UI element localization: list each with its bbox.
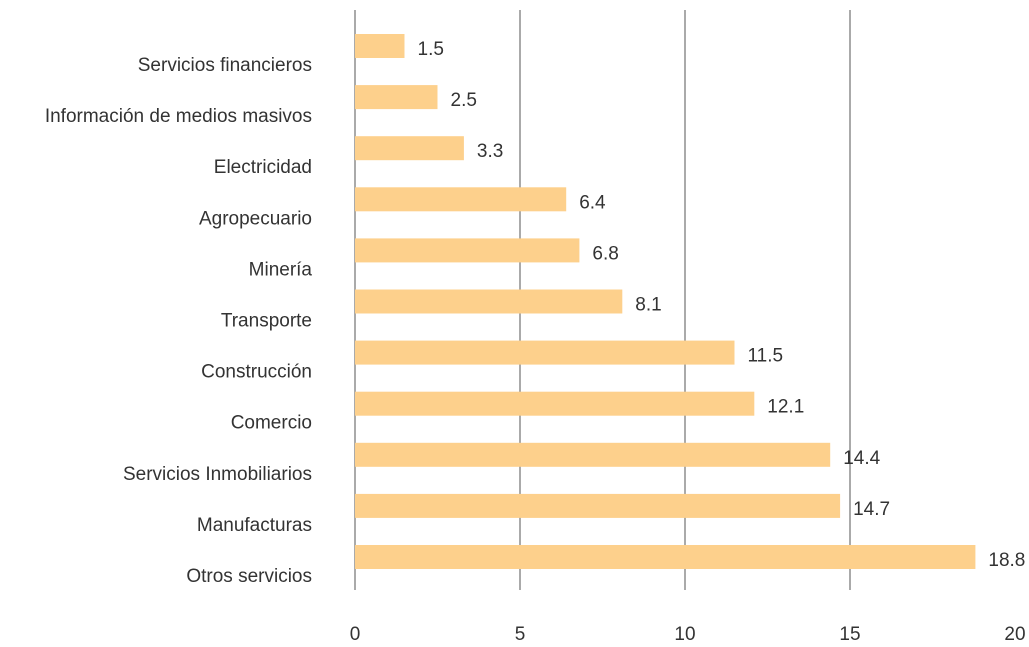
value-label: 1.5 bbox=[418, 39, 444, 60]
bar bbox=[355, 340, 735, 365]
y-tick-label: Servicios financieros bbox=[138, 55, 312, 76]
y-tick-label: Otros servicios bbox=[186, 566, 312, 587]
value-label: 3.3 bbox=[477, 141, 503, 162]
bar bbox=[355, 289, 623, 314]
bar bbox=[355, 34, 405, 58]
value-label: 6.8 bbox=[592, 243, 618, 264]
y-tick-label: Manufacturas bbox=[197, 515, 312, 536]
value-label: 11.5 bbox=[748, 346, 784, 367]
y-tick-label: Electricidad bbox=[214, 157, 312, 178]
x-tick-label: 20 bbox=[1004, 624, 1025, 645]
x-tick-label: 15 bbox=[839, 624, 860, 645]
y-tick-label: Servicios Inmobiliarios bbox=[123, 464, 312, 485]
value-label: 8.1 bbox=[635, 295, 661, 316]
x-tick-label: 0 bbox=[350, 624, 361, 645]
y-tick-label: Comercio bbox=[231, 413, 312, 434]
y-tick-label: Transporte bbox=[221, 311, 312, 332]
value-label: 14.4 bbox=[843, 448, 880, 469]
x-tick-label: 10 bbox=[674, 624, 695, 645]
value-label: 14.7 bbox=[853, 499, 890, 520]
y-tick-label: Agropecuario bbox=[199, 208, 312, 229]
x-tick-label: 5 bbox=[515, 624, 526, 645]
bar bbox=[355, 136, 464, 161]
bar bbox=[355, 545, 976, 569]
bar bbox=[355, 187, 567, 212]
y-tick-label: Minería bbox=[249, 259, 313, 280]
bar bbox=[355, 85, 438, 110]
bar bbox=[355, 391, 755, 416]
value-label: 2.5 bbox=[451, 90, 477, 111]
bar bbox=[355, 238, 580, 263]
bar bbox=[355, 493, 841, 518]
value-label: 18.8 bbox=[988, 550, 1025, 571]
value-label: 6.4 bbox=[579, 192, 606, 213]
y-tick-label: Construcción bbox=[201, 362, 312, 383]
bar bbox=[355, 442, 831, 467]
y-tick-label: Información de medios masivos bbox=[45, 106, 312, 127]
value-label: 12.1 bbox=[767, 397, 804, 418]
